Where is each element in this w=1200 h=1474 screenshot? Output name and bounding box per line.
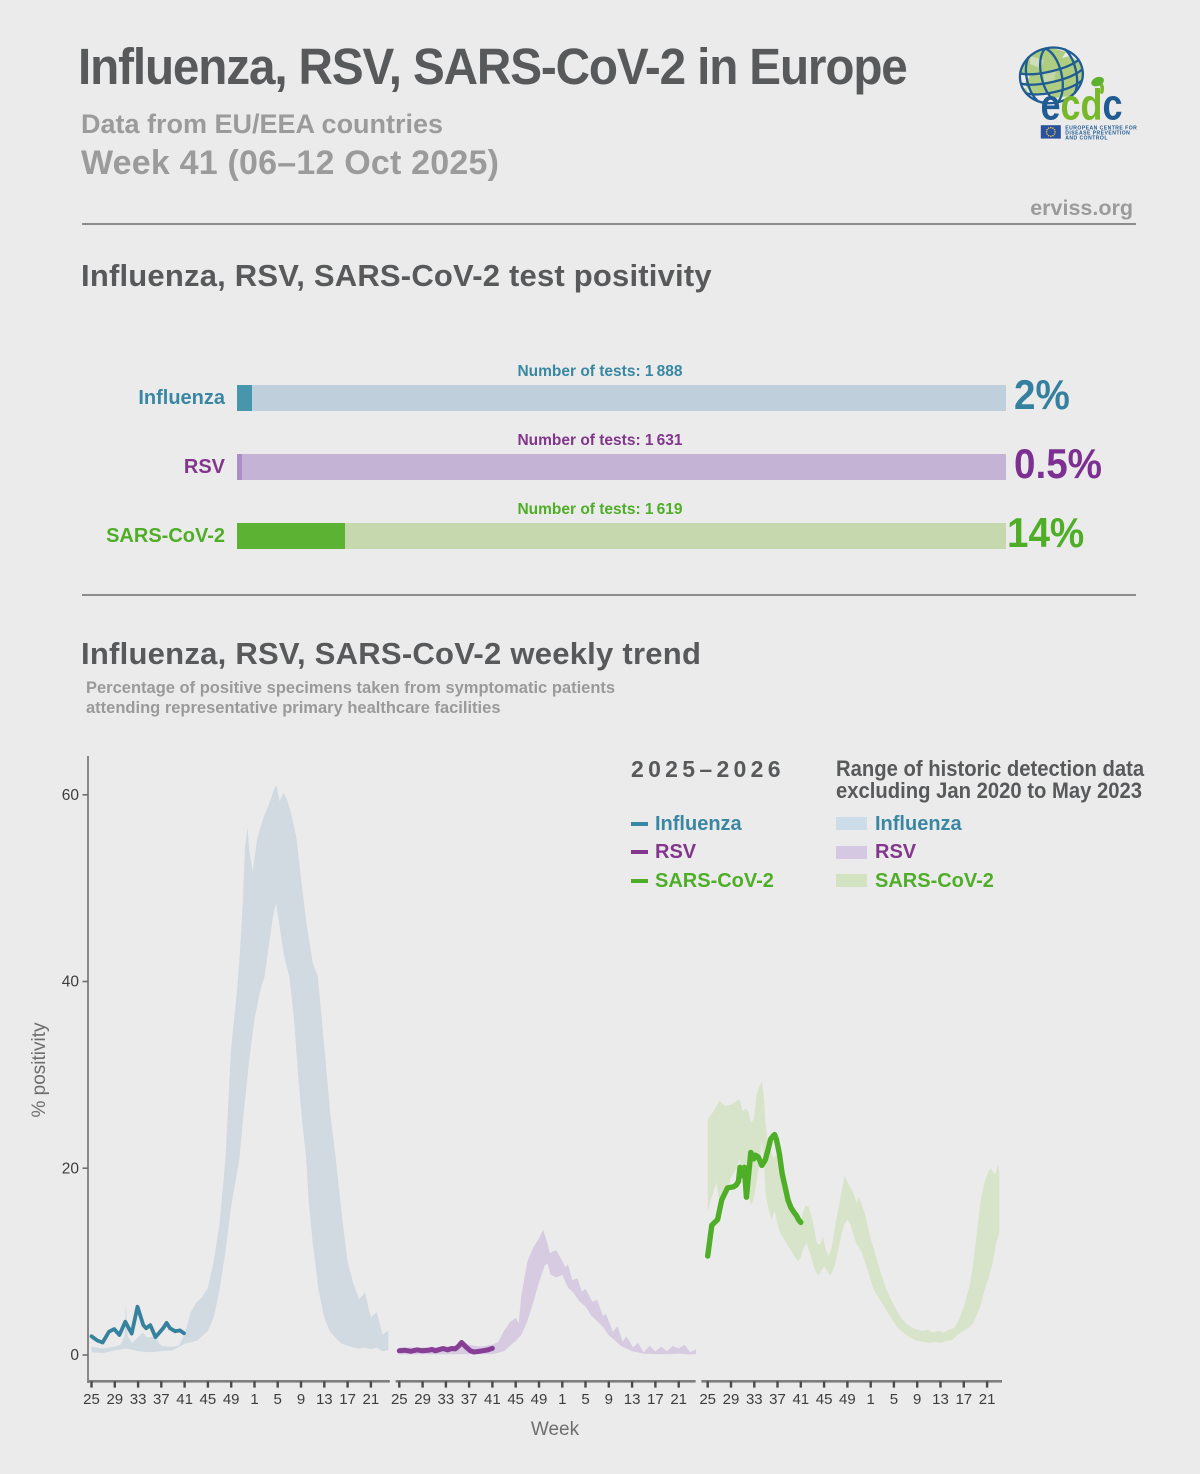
svg-text:37: 37	[153, 1391, 170, 1408]
svg-text:17: 17	[647, 1391, 664, 1408]
svg-text:25: 25	[391, 1391, 408, 1408]
svg-text:1: 1	[250, 1391, 258, 1408]
svg-text:5: 5	[890, 1391, 898, 1408]
svg-text:9: 9	[913, 1391, 921, 1408]
svg-text:21: 21	[979, 1391, 996, 1408]
svg-text:1: 1	[867, 1391, 875, 1408]
svg-text:0: 0	[70, 1347, 79, 1364]
svg-text:21: 21	[363, 1391, 380, 1408]
svg-text:AND CONTROL: AND CONTROL	[1065, 136, 1108, 142]
svg-text:33: 33	[130, 1391, 147, 1408]
svg-text:45: 45	[507, 1391, 524, 1408]
svg-text:13: 13	[624, 1391, 641, 1408]
svg-text:EUROPEAN CENTRE FOR: EUROPEAN CENTRE FOR	[1065, 125, 1137, 131]
svg-text:17: 17	[339, 1391, 356, 1408]
svg-text:33: 33	[746, 1391, 763, 1408]
svg-text:41: 41	[792, 1391, 809, 1408]
svg-text:13: 13	[932, 1391, 949, 1408]
svg-text:21: 21	[670, 1391, 687, 1408]
svg-text:Week: Week	[531, 1419, 580, 1440]
svg-text:29: 29	[106, 1391, 123, 1408]
svg-text:49: 49	[223, 1391, 240, 1408]
svg-text:49: 49	[839, 1391, 856, 1408]
svg-text:DISEASE PREVENTION: DISEASE PREVENTION	[1065, 130, 1130, 136]
svg-text:9: 9	[605, 1391, 613, 1408]
svg-text:1: 1	[558, 1391, 566, 1408]
svg-text:13: 13	[316, 1391, 333, 1408]
svg-text:41: 41	[484, 1391, 501, 1408]
svg-text:45: 45	[200, 1391, 217, 1408]
svg-text:20: 20	[62, 1161, 80, 1178]
svg-text:45: 45	[816, 1391, 833, 1408]
svg-text:ecdc: ecdc	[1041, 81, 1123, 130]
svg-text:41: 41	[176, 1391, 193, 1408]
svg-text:29: 29	[414, 1391, 431, 1408]
svg-text:9: 9	[297, 1391, 305, 1408]
svg-text:25: 25	[83, 1391, 100, 1408]
svg-text:5: 5	[581, 1391, 589, 1408]
svg-text:17: 17	[955, 1391, 972, 1408]
svg-text:49: 49	[531, 1391, 548, 1408]
svg-text:29: 29	[723, 1391, 740, 1408]
svg-text:25: 25	[699, 1391, 716, 1408]
svg-text:40: 40	[62, 974, 80, 991]
svg-text:33: 33	[438, 1391, 455, 1408]
svg-text:37: 37	[769, 1391, 786, 1408]
svg-text:37: 37	[461, 1391, 478, 1408]
svg-text:60: 60	[62, 787, 80, 804]
svg-text:% positivity: % positivity	[29, 1022, 50, 1118]
svg-text:5: 5	[274, 1391, 282, 1408]
